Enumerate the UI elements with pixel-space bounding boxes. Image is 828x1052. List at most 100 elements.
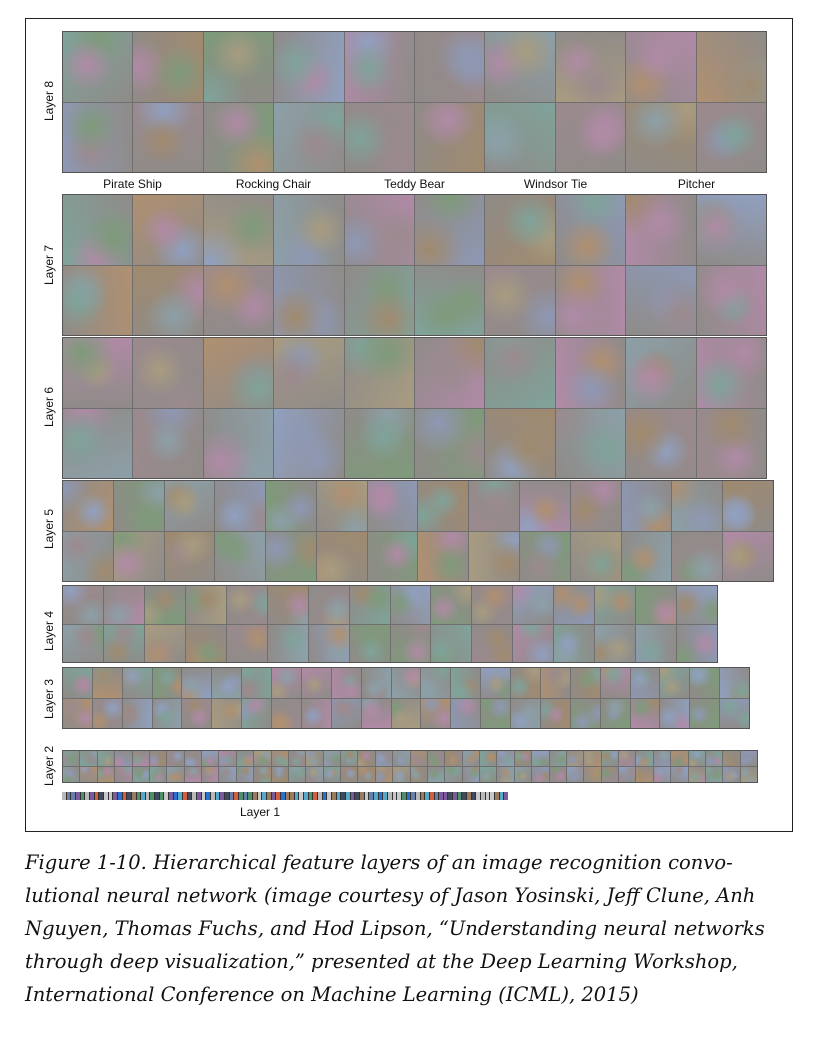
layer-1-filter — [457, 792, 462, 800]
layer-1-filter — [122, 792, 127, 800]
feature-tile — [626, 265, 696, 335]
feature-tile — [375, 767, 393, 782]
layer-1-filter — [378, 792, 383, 800]
feature-tile — [212, 698, 242, 728]
feature-tile — [133, 408, 203, 478]
feature-tile — [705, 767, 723, 782]
feature-tile — [149, 751, 167, 766]
layer-1-filter — [66, 792, 71, 800]
layer-1-filter — [187, 792, 192, 800]
layer-5-grid — [62, 480, 774, 582]
layer-1-filter — [113, 792, 117, 800]
feature-tile — [555, 338, 626, 408]
layer-1-filter — [401, 792, 406, 800]
feature-tile — [636, 767, 653, 782]
feature-tile — [344, 265, 414, 335]
feature-tile — [427, 751, 445, 766]
feature-tile — [672, 531, 723, 581]
layer-8-grid — [62, 31, 767, 173]
feature-tile — [549, 751, 566, 766]
figure-caption: Figure 1-10. Hierarchical feature layers… — [25, 851, 765, 1006]
layer-1-filter — [136, 792, 141, 800]
feature-tile — [308, 586, 349, 624]
layer-1-filter — [425, 792, 429, 800]
feature-tile — [619, 767, 636, 782]
feature-tile — [480, 767, 497, 782]
feature-tile — [323, 751, 340, 766]
feature-tile — [203, 338, 274, 408]
feature-tile — [672, 481, 723, 531]
layer-7-label: Layer 7 — [42, 244, 56, 286]
class-label-pitcher: Pitcher — [677, 177, 716, 191]
feature-tile — [601, 767, 618, 782]
feature-tile — [274, 338, 344, 408]
layer-1-filter — [224, 792, 229, 800]
feature-tile — [514, 751, 532, 766]
feature-tile — [690, 698, 720, 728]
feature-tile — [393, 751, 410, 766]
feature-tile — [344, 102, 414, 172]
feature-tile — [584, 751, 601, 766]
layer-1-filter — [350, 792, 355, 800]
feature-tile — [415, 32, 485, 102]
feature-tile — [133, 102, 203, 172]
layer-1-filter — [341, 792, 346, 800]
feature-tile — [418, 531, 469, 581]
feature-tile — [132, 751, 149, 766]
feature-tile — [636, 586, 677, 624]
layer-1-filter — [266, 792, 271, 800]
feature-tile — [740, 751, 757, 766]
layer-1-filter — [215, 792, 220, 800]
feature-tile — [485, 195, 555, 265]
feature-tile — [144, 624, 185, 662]
feature-tile — [316, 531, 367, 581]
feature-tile — [144, 586, 185, 624]
feature-tile — [202, 767, 219, 782]
feature-tile — [63, 32, 133, 102]
feature-tile — [63, 751, 80, 766]
feature-tile — [215, 531, 266, 581]
feature-tile — [532, 767, 549, 782]
layer-1-filter — [89, 792, 94, 800]
feature-tile — [431, 624, 472, 662]
layer-1-filter — [485, 792, 490, 800]
layer-1-filter — [276, 792, 280, 800]
feature-tile — [485, 32, 555, 102]
layer-1-filter — [285, 792, 290, 800]
layer-1-filter — [80, 792, 85, 800]
feature-tile — [272, 668, 301, 698]
feature-tile — [203, 265, 274, 335]
feature-tile — [242, 668, 272, 698]
feature-tile — [520, 531, 570, 581]
layer-1-filter — [201, 792, 206, 800]
feature-tile — [63, 338, 133, 408]
feature-tile — [167, 767, 184, 782]
layer-2-label: Layer 2 — [42, 745, 56, 787]
feature-tile — [63, 668, 92, 698]
feature-tile — [185, 624, 226, 662]
feature-tile — [341, 767, 358, 782]
feature-tile — [472, 586, 513, 624]
feature-tile — [723, 481, 773, 531]
feature-tile — [621, 481, 672, 531]
feature-tile — [570, 531, 621, 581]
feature-tile — [301, 668, 331, 698]
feature-tile — [415, 408, 485, 478]
layer-1-filter — [420, 792, 425, 800]
layer-1-filter — [169, 792, 173, 800]
feature-tile — [570, 668, 600, 698]
layer-1-filter — [257, 792, 262, 800]
layer-1-filter — [108, 792, 113, 800]
feature-tile — [133, 338, 203, 408]
layer-1-filter — [62, 792, 66, 800]
feature-tile — [520, 481, 570, 531]
layer-1-filter — [145, 792, 150, 800]
feature-tile — [254, 767, 271, 782]
feature-tile — [63, 195, 133, 265]
feature-tile — [554, 586, 595, 624]
layer-6-label: Layer 6 — [42, 386, 56, 428]
feature-tile — [254, 751, 271, 766]
layer-1-filter — [243, 792, 248, 800]
layer-1-filter — [439, 792, 443, 800]
feature-tile — [415, 195, 485, 265]
